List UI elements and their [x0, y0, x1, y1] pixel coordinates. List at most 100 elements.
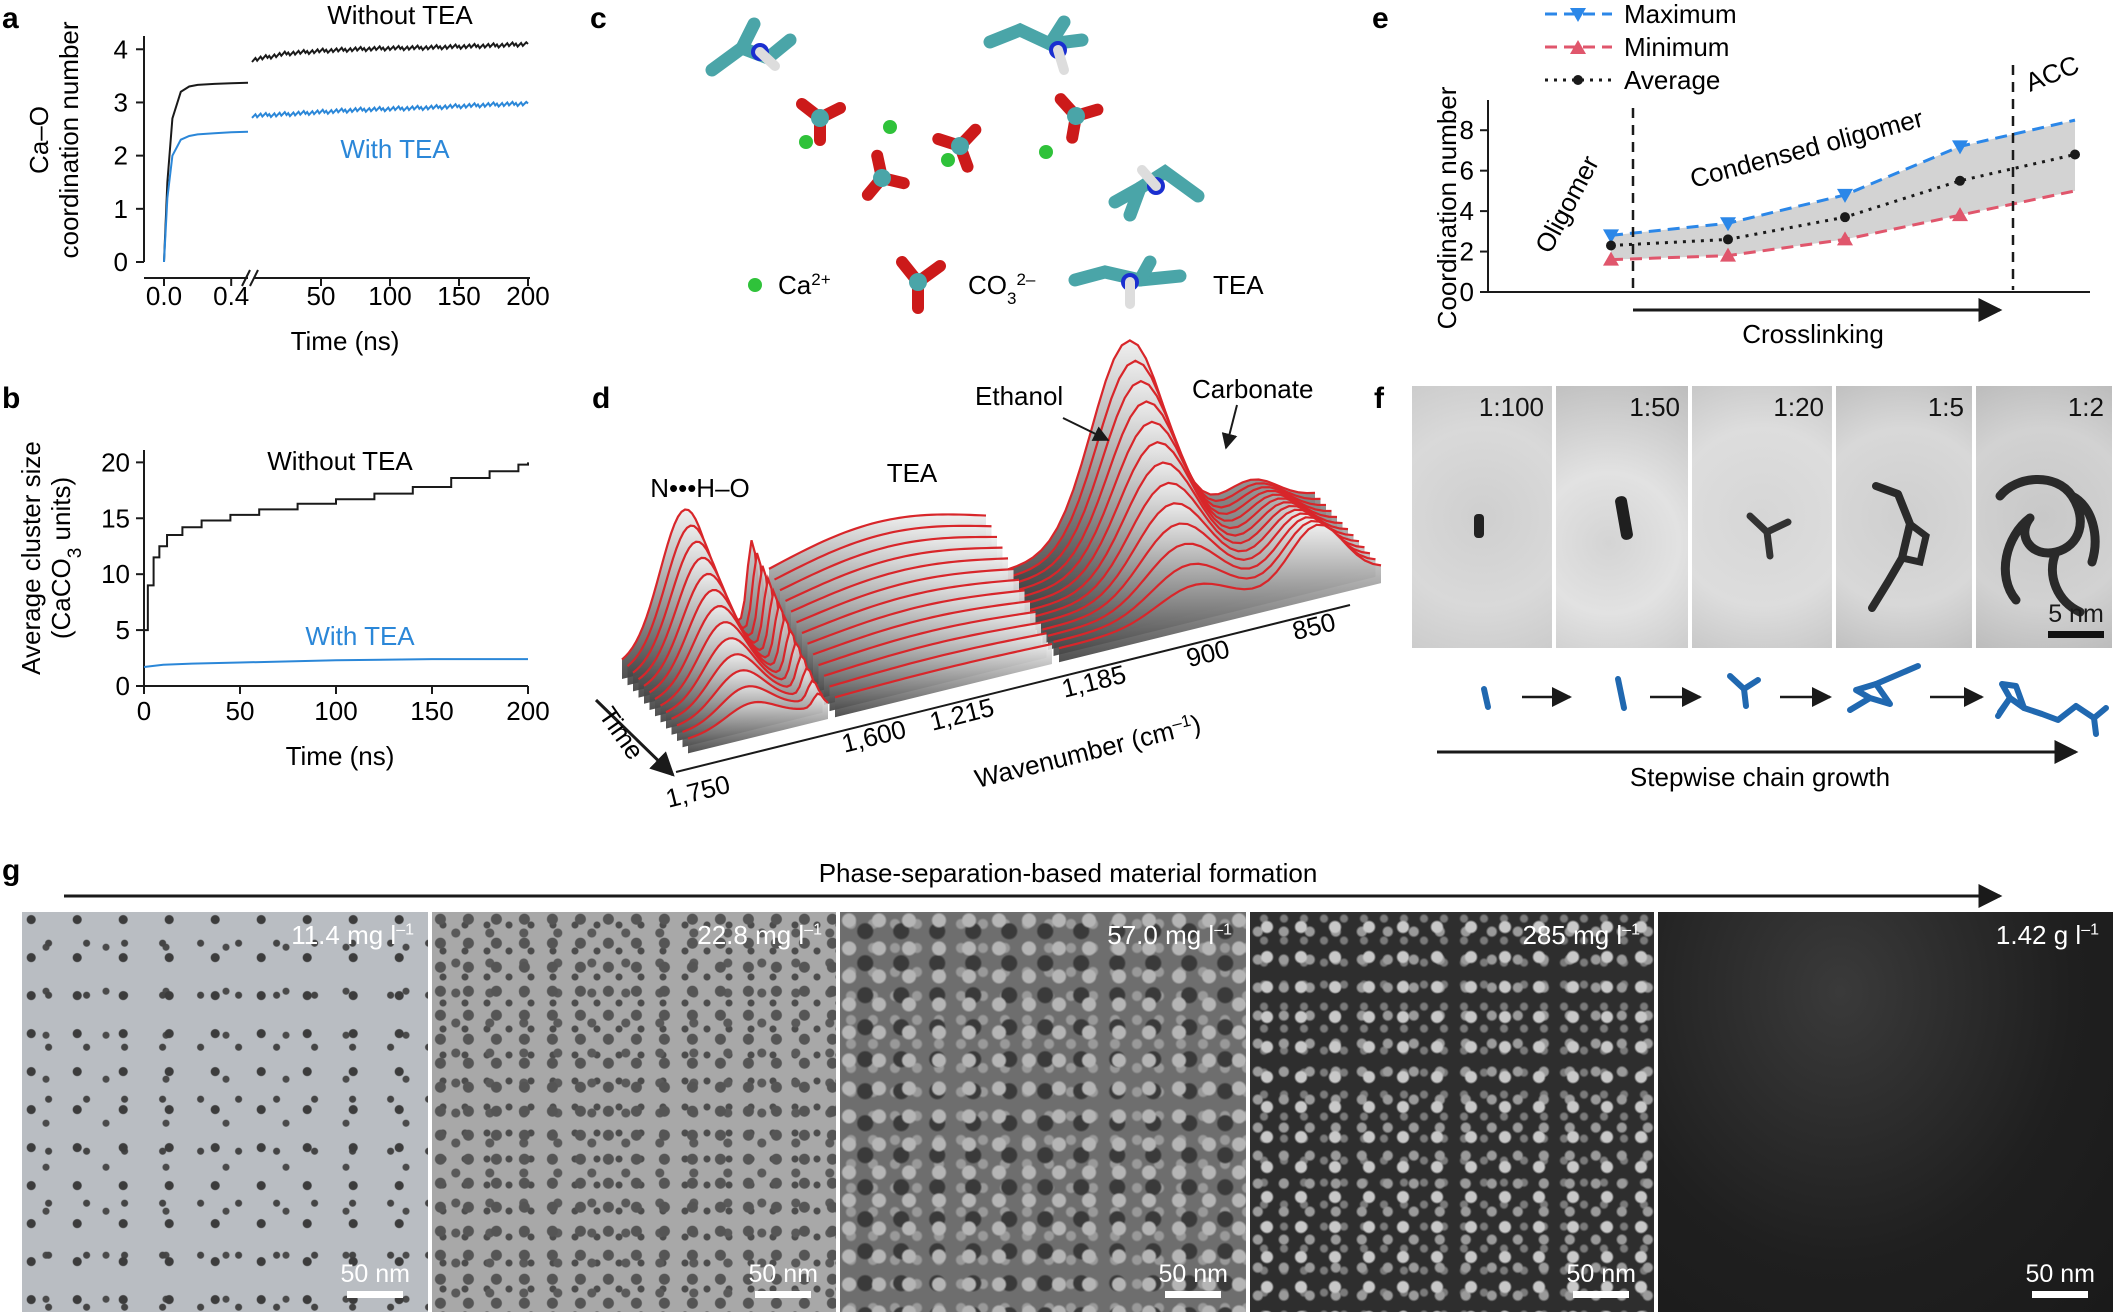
panel-a-ylabel-line1: Ca–O — [24, 106, 54, 174]
series-without-tea-long — [251, 40, 529, 63]
panel-e-ylabel: Coordination number — [1432, 86, 1462, 329]
y-tick-label: 0 — [1460, 277, 1474, 307]
carbonate-ion — [1054, 93, 1104, 144]
carbonate-ion — [796, 98, 846, 146]
ir-trace — [768, 513, 987, 570]
panel-g-arrow-label: Phase-separation-based material formatio… — [819, 858, 1318, 888]
min-marker — [1720, 247, 1736, 262]
y-tick-label: 3 — [114, 87, 128, 117]
ir-trace — [801, 578, 1020, 635]
panel-d-tick: 1,750 — [663, 769, 733, 814]
ir-trace — [773, 524, 992, 581]
panel-e: e Maximum Minimum Average Coordination n… — [1372, 0, 2090, 349]
ir-trace — [812, 600, 1031, 656]
legend-avg-marker — [1573, 75, 1583, 85]
y-tick-label: 2 — [1460, 237, 1474, 267]
ca-ion-group — [799, 120, 1053, 167]
panel-d-spectra-stack — [621, 339, 1382, 754]
min-marker — [1603, 251, 1619, 266]
panel-f-image-3: 1:20 — [1692, 386, 1832, 648]
panel-letter-d: d — [592, 382, 610, 415]
y-tick-label: 20 — [101, 447, 130, 477]
y-tick-label: 0 — [116, 671, 130, 701]
y-tick-label: 0 — [114, 247, 128, 277]
panel-a-xlabel: Time (ns) — [291, 326, 400, 356]
panel-f-image-4: 1:5 — [1836, 386, 1972, 648]
max-marker — [1720, 217, 1736, 232]
ir-trace — [676, 666, 818, 727]
legend-max-label: Maximum — [1624, 0, 1737, 29]
scale-bar: 50 nm — [341, 1260, 410, 1298]
panel-a: a Ca–O coordination number 0 1 2 3 4 0.0 0.4 5… — [2, 0, 550, 356]
panel-f-arrow-label: Stepwise chain growth — [1630, 762, 1890, 792]
ir-trace — [992, 339, 1316, 575]
panel-d-tick: 1,215 — [927, 692, 997, 737]
ir-trace — [790, 557, 1009, 613]
legend-carbonate-label: CO32– — [968, 270, 1036, 308]
y-tick-label: 8 — [1460, 115, 1474, 145]
avg-marker — [1723, 234, 1733, 245]
series-with-tea-long — [251, 100, 529, 119]
panel-d-label-nho: N•••H–O — [650, 473, 750, 503]
ir-trace — [687, 692, 829, 740]
chain-stage-2 — [1615, 676, 1627, 711]
y-tick-label: 10 — [101, 559, 130, 589]
ir-trace — [807, 589, 1025, 645]
carbon-atom — [951, 137, 969, 155]
legend-ca-ion-icon — [748, 278, 762, 292]
panel-letter-b: b — [2, 382, 20, 415]
ir-trace — [643, 572, 786, 687]
panel-d-tick: 1,185 — [1059, 659, 1129, 704]
y-tick-label: 6 — [1460, 156, 1474, 186]
panel-b: b Average cluster size (CaCO3 units) 0 5 1… — [2, 382, 550, 771]
x-tick-label: 0.4 — [213, 281, 249, 311]
ridge-fill — [1059, 524, 1381, 663]
series-without-tea-short — [163, 81, 249, 263]
ir-trace — [1047, 516, 1371, 637]
chain-feature — [1614, 495, 1634, 541]
panel-f-image-5: 1:2 5 nm — [1976, 386, 2112, 648]
y-tick-label: 15 — [101, 503, 130, 533]
ir-trace — [1053, 519, 1376, 644]
ratio-label: 1:2 — [2067, 392, 2104, 422]
x-tick-label: 150 — [437, 281, 480, 311]
panel-d-label-carbonate: Carbonate — [1192, 374, 1313, 404]
ir-trace — [637, 556, 780, 681]
x-tick-label: 200 — [506, 696, 549, 726]
min-marker — [1837, 231, 1853, 246]
ir-trace — [779, 535, 998, 592]
ca-ion — [1039, 145, 1053, 159]
panel-letter-c: c — [590, 2, 607, 35]
legend-min-marker — [1570, 40, 1586, 54]
panel-g-image-5: 1.42 g l–1 50 nm — [1658, 912, 2113, 1312]
ir-trace — [659, 621, 802, 707]
panel-d-label-tea: TEA — [887, 458, 938, 488]
panel-a-label-with-tea: With TEA — [340, 134, 450, 164]
chain-stage-5 — [1997, 695, 2013, 715]
ratio-label: 1:5 — [1927, 392, 1964, 422]
panel-b-series — [143, 462, 529, 668]
tea-molecule — [1108, 164, 1205, 222]
panel-a-x-axis: 0.0 0.4 50 100 150 200 — [144, 269, 550, 311]
panel-e-plot: 0 2 4 6 8 — [1460, 100, 2090, 307]
avg-marker — [1606, 240, 1616, 251]
ir-trace — [785, 546, 1003, 602]
y-tick-label: 4 — [1460, 196, 1474, 226]
chain-feature — [1474, 514, 1484, 538]
panel-f: f Stepwise chain growth — [1374, 382, 2109, 792]
concentration-label: 22.8 mg l–1 — [697, 920, 822, 950]
y-tick-label: 2 — [114, 141, 128, 171]
concentration-label: 11.4 mg l–1 — [291, 920, 414, 950]
axis-break — [249, 269, 259, 287]
series-with-tea-short — [163, 130, 249, 263]
panel-d-tick: 850 — [1289, 606, 1338, 646]
panel-d-time-axis — [594, 698, 675, 777]
legend-tea-label: TEA — [1213, 270, 1264, 300]
ridge-fill — [835, 643, 1052, 718]
panel-letter-g: g — [2, 854, 20, 887]
panel-e-stage-acc: ACC — [2021, 49, 2083, 97]
panel-e-stage-oligomer: Oligomer — [1529, 150, 1605, 258]
scale-bar: 50 nm — [1567, 1260, 1636, 1298]
tea-molecule — [983, 15, 1089, 75]
